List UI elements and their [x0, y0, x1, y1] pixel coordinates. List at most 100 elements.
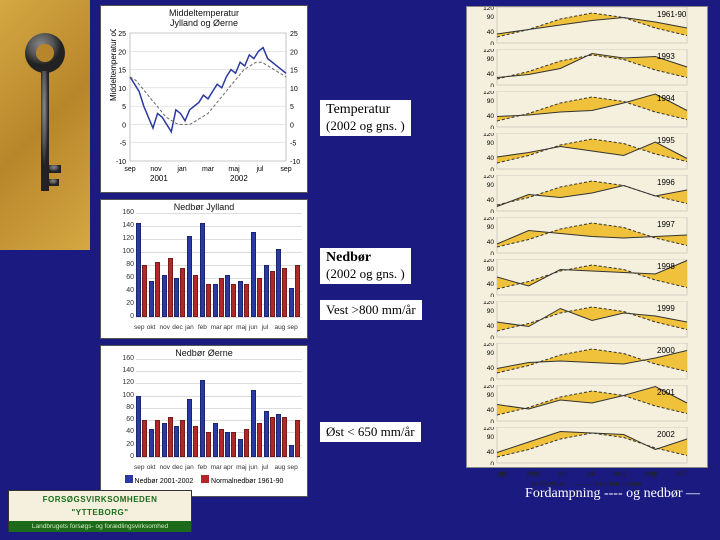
temp-chart-svg: -10-10-5-500551010151520202525 sepnovjan… [104, 29, 304, 181]
svg-text:1994: 1994 [657, 94, 675, 103]
svg-text:40: 40 [487, 449, 495, 456]
mini-panel-1961-90: 0 40 90 120 1961-90 [467, 7, 707, 45]
svg-text:0: 0 [490, 83, 494, 87]
svg-text:jan: jan [176, 166, 186, 173]
legend-2001-2002: Nedbør 2001-2002 [135, 478, 194, 485]
svg-text:120: 120 [483, 259, 494, 264]
svg-text:0: 0 [490, 125, 494, 129]
svg-text:40: 40 [487, 323, 495, 330]
svg-text:-10: -10 [290, 159, 300, 166]
svg-text:40: 40 [487, 365, 495, 372]
logo-line2: "YTTEBORG" [9, 504, 191, 517]
svg-text:-5: -5 [120, 140, 126, 147]
logo-line3: Landbrugets forsøgs- og forædlingsvirkso… [9, 521, 191, 532]
svg-text:0: 0 [490, 461, 494, 465]
label-vest: Vest >800 mm/år [320, 300, 422, 320]
svg-text:1996: 1996 [657, 178, 675, 187]
precip-jylland-chart: Nedbør Jylland 020406080100120140160sepo… [100, 199, 308, 339]
svg-text:1961-90: 1961-90 [657, 10, 687, 19]
temp-ylabel: Middeltemperatur oC [109, 29, 118, 101]
svg-text:nov: nov [150, 166, 162, 173]
precip-oerne-title: Nedbør Øerne [104, 349, 304, 359]
mini-panel-1993: 0 40 90 120 1993 [467, 49, 707, 87]
svg-text:120: 120 [483, 427, 494, 432]
label-temp-sub: (2002 og gns. ) [326, 118, 405, 134]
svg-text:jul: jul [255, 166, 263, 173]
svg-text:0: 0 [490, 251, 494, 255]
svg-text:0: 0 [490, 41, 494, 45]
svg-text:0: 0 [290, 122, 294, 129]
svg-text:10: 10 [118, 86, 126, 93]
svg-text:90: 90 [487, 56, 495, 63]
svg-text:5: 5 [122, 104, 126, 111]
svg-text:90: 90 [487, 392, 495, 399]
mini-panel-1994: 040901201994 [467, 91, 707, 129]
svg-text:90: 90 [487, 140, 495, 147]
svg-text:1993: 1993 [657, 52, 675, 61]
svg-text:40: 40 [487, 71, 495, 78]
svg-text:40: 40 [487, 155, 495, 162]
svg-text:5: 5 [290, 104, 294, 111]
svg-text:1995: 1995 [657, 136, 675, 145]
mini-panel-1997: 040901201997 [467, 217, 707, 255]
svg-text:1999: 1999 [657, 304, 675, 313]
label-precip-sub: (2002 og gns. ) [326, 266, 405, 282]
temp-xsub-right: 2002 [230, 174, 248, 181]
svg-text:40: 40 [487, 281, 495, 288]
svg-text:120: 120 [483, 343, 494, 348]
mini-panel-2002: 0 40 90 120 2002 [467, 427, 707, 465]
svg-text:-10: -10 [116, 159, 126, 166]
svg-text:90: 90 [487, 98, 495, 105]
svg-text:2001: 2001 [657, 388, 675, 397]
logo-line1: FORSØGSVIRKSOMHEDEN [9, 491, 191, 504]
svg-text:120: 120 [483, 7, 494, 12]
logo-badge: FORSØGSVIRKSOMHEDEN "YTTEBORG" Landbruge… [8, 490, 192, 532]
svg-text:40: 40 [487, 29, 495, 36]
mini-panel-1996: 040901201996 [467, 175, 707, 213]
svg-text:40: 40 [487, 407, 495, 414]
precip-jylland-title: Nedbør Jylland [104, 203, 304, 213]
label-precip-header: Nedbør [326, 250, 405, 266]
svg-text:25: 25 [290, 31, 298, 38]
temperature-chart: Middeltemperatur Jylland og Øerne -10-10… [100, 5, 308, 193]
svg-text:0: 0 [490, 293, 494, 297]
svg-text:1998: 1998 [657, 262, 675, 271]
svg-text:25: 25 [118, 31, 126, 38]
right-multipanel: 0 40 90 120 1961-90 0 40 90 120 1993 0 40 90 120 1994 0… [466, 6, 708, 468]
svg-text:120: 120 [483, 217, 494, 222]
svg-text:90: 90 [487, 350, 495, 357]
svg-text:120: 120 [483, 385, 494, 390]
svg-text:40: 40 [487, 197, 495, 204]
svg-text:120: 120 [483, 49, 494, 54]
temp-chart-title-2: Jylland og Øerne [104, 19, 304, 29]
svg-text:2002: 2002 [657, 430, 675, 439]
svg-text:20: 20 [290, 49, 298, 56]
svg-text:15: 15 [118, 67, 126, 74]
label-temperatur: Temperatur (2002 og gns. ) [320, 100, 411, 136]
svg-text:0: 0 [122, 122, 126, 129]
svg-text:20: 20 [118, 49, 126, 56]
svg-text:90: 90 [487, 434, 495, 441]
svg-text:90: 90 [487, 308, 495, 315]
svg-text:40: 40 [487, 113, 495, 120]
label-ost: Øst < 650 mm/år [320, 422, 421, 442]
footer-caption: Fordampning ---- og nedbør — [525, 486, 700, 502]
svg-text:90: 90 [487, 14, 495, 21]
svg-text:0: 0 [490, 377, 494, 381]
key-image-panel [0, 0, 90, 250]
label-temp-header: Temperatur [326, 102, 405, 118]
label-ost-text: Øst < 650 mm/år [326, 424, 415, 439]
temp-xsub-left: 2001 [150, 174, 168, 181]
svg-text:90: 90 [487, 266, 495, 273]
mini-panel-1998: 0 40 90 120 1998 [467, 259, 707, 297]
svg-text:-5: -5 [290, 140, 296, 147]
svg-text:120: 120 [483, 301, 494, 306]
svg-text:mar: mar [202, 166, 215, 173]
left-chart-column: Middeltemperatur Jylland og Øerne -10-10… [100, 5, 308, 503]
svg-text:1997: 1997 [657, 220, 675, 229]
key-icon [23, 25, 67, 215]
svg-text:sep: sep [124, 166, 135, 173]
svg-text:120: 120 [483, 133, 494, 138]
svg-text:maj: maj [228, 166, 240, 173]
svg-text:10: 10 [290, 86, 298, 93]
